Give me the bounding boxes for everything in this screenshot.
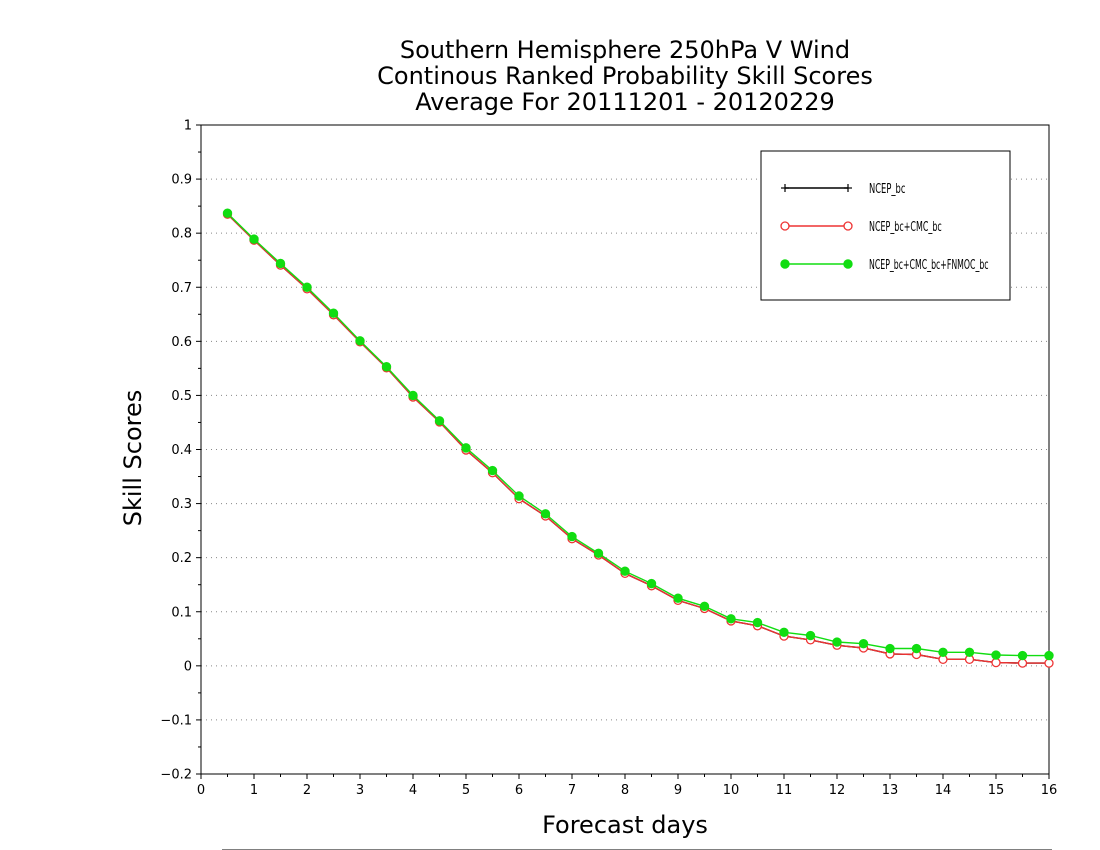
- y-tick-label: 0: [184, 659, 192, 674]
- legend-item: NCEP_bc+CMC_bc+FNMOC_bc: [780, 258, 989, 273]
- data-point: [434, 416, 445, 426]
- data-point: [487, 465, 498, 476]
- legend-label: NCEP_bc+CMC_bc+FNMOC_bc: [869, 258, 989, 273]
- legend-swatch-marker: [843, 221, 853, 231]
- legend: NCEP_bc NCEP_bc+CMC_bc NCEP_bc+CMC_bc+FNMO…: [760, 150, 1011, 301]
- data-point: [408, 390, 418, 401]
- data-point: [805, 630, 816, 641]
- data-point: [991, 650, 1001, 660]
- y-tick-label: 0.3: [171, 497, 192, 512]
- data-point: [275, 258, 286, 269]
- x-tick-label: 10: [723, 783, 740, 798]
- x-tick-label: 14: [935, 783, 952, 798]
- data-point: [302, 282, 312, 292]
- data-point: [858, 638, 869, 649]
- data-point: [673, 593, 683, 603]
- data-point: [381, 362, 392, 372]
- data-point: [752, 617, 763, 628]
- data-point: [964, 647, 975, 658]
- data-point: [1044, 650, 1054, 661]
- data-point: [991, 657, 1001, 668]
- data-point: [938, 647, 948, 658]
- y-tick-label: 0.8: [171, 227, 192, 242]
- data-point: [726, 614, 736, 624]
- data-point: [620, 566, 630, 576]
- x-tick-label: 11: [776, 783, 793, 798]
- x-tick-label: 8: [621, 783, 629, 798]
- chart-title-line: Average For 20111201 - 20120229: [415, 88, 835, 116]
- y-tick-label: 0.7: [171, 281, 192, 296]
- x-axis: 0 1 2 3 4 5 6 7 8 9 10 11 12 13 14 15 16: [197, 774, 1057, 798]
- y-tick-label: 0.2: [171, 551, 192, 566]
- data-point: [1044, 658, 1054, 668]
- data-point: [832, 637, 842, 647]
- data-point: [593, 548, 604, 559]
- legend-swatch-marker: [780, 259, 790, 269]
- x-tick-label: 13: [882, 783, 899, 798]
- data-point: [646, 578, 657, 589]
- y-tick-label: 0.1: [171, 605, 192, 620]
- data-point: [249, 234, 259, 244]
- y-axis: −0.2 −0.1 0 0.1 0.2 0.3 0.4 0.5 0.6 0.7 0.8 0.9 1: [160, 119, 201, 783]
- data-point: [540, 509, 551, 519]
- x-axis-label: Forecast days: [542, 811, 708, 839]
- x-tick-label: 7: [568, 783, 576, 798]
- y-tick-label: −0.1: [160, 713, 192, 728]
- series-group: [222, 208, 1054, 668]
- x-tick-label: 5: [462, 783, 470, 798]
- x-tick-label: 0: [197, 783, 205, 798]
- legend-swatch-marker: [843, 259, 853, 269]
- data-point: [911, 643, 922, 654]
- y-axis-label: Skill Scores: [119, 390, 147, 527]
- x-tick-label: 2: [303, 783, 311, 798]
- data-point: [355, 336, 365, 346]
- legend-item: NCEP_bc+CMC_bc: [780, 220, 942, 235]
- y-tick-label: 0.9: [171, 173, 192, 188]
- series-3: [222, 208, 1054, 661]
- legend-label: NCEP_bc: [869, 182, 905, 197]
- x-tick-label: 12: [829, 783, 846, 798]
- y-tick-label: 1: [184, 119, 192, 134]
- chart-title-line: Southern Hemisphere 250hPa V Wind: [400, 36, 850, 64]
- y-tick-label: 0.5: [171, 389, 192, 404]
- x-tick-label: 3: [356, 783, 364, 798]
- data-point: [328, 308, 339, 318]
- y-tick-label: 0.4: [171, 443, 192, 458]
- legend-label: NCEP_bc+CMC_bc: [869, 220, 942, 235]
- chart-title-line: Continous Ranked Probability Skill Score…: [377, 62, 873, 90]
- legend-item: NCEP_bc: [781, 182, 905, 197]
- data-point: [222, 208, 233, 218]
- x-tick-label: 9: [674, 783, 682, 798]
- x-tick-label: 15: [988, 783, 1005, 798]
- data-point: [1017, 650, 1028, 661]
- data-point: [514, 491, 524, 501]
- chart-title: Southern Hemisphere 250hPa V WindContino…: [377, 36, 873, 116]
- data-point: [699, 601, 710, 612]
- x-tick-label: 6: [515, 783, 523, 798]
- y-tick-label: −0.2: [160, 768, 192, 783]
- data-point: [885, 643, 895, 654]
- data-point: [461, 443, 471, 453]
- x-tick-label: 4: [409, 783, 417, 798]
- data-point: [1017, 658, 1028, 668]
- x-tick-label: 16: [1041, 783, 1058, 798]
- y-tick-label: 0.6: [171, 335, 192, 350]
- legend-swatch-marker: [780, 221, 790, 231]
- x-tick-label: 1: [250, 783, 258, 798]
- data-point: [779, 627, 789, 638]
- data-point: [567, 531, 577, 542]
